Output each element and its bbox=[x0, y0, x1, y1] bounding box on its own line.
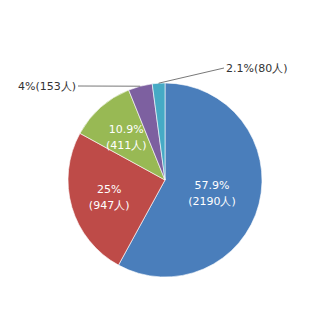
data-label: 57.9% bbox=[195, 179, 230, 192]
count-text: (153人) bbox=[35, 80, 76, 93]
leader-line bbox=[159, 68, 224, 83]
labels: 57.9% (2190人) 25% (947人) 10.9% (411人) 4%(153人)… bbox=[18, 62, 288, 212]
data-label: 10.9% bbox=[109, 123, 144, 136]
value-text: 4% bbox=[18, 80, 35, 93]
value-text: 2.1% bbox=[226, 62, 254, 75]
data-label: 25% bbox=[97, 183, 121, 196]
count-label: (2190人) bbox=[188, 195, 236, 208]
leader-line bbox=[78, 86, 140, 87]
count-text: (80人) bbox=[254, 62, 288, 75]
count-label: (947人) bbox=[89, 199, 130, 212]
count-label: (411人) bbox=[106, 139, 147, 152]
pie-slice bbox=[152, 83, 165, 180]
chart: 57.9% (2190人) 25% (947人) 10.9% (411人) 4%(153人)… bbox=[0, 0, 320, 320]
data-label: 2.1%(80人) bbox=[226, 62, 288, 75]
data-label: 4%(153人) bbox=[18, 80, 76, 93]
slices bbox=[68, 83, 262, 277]
